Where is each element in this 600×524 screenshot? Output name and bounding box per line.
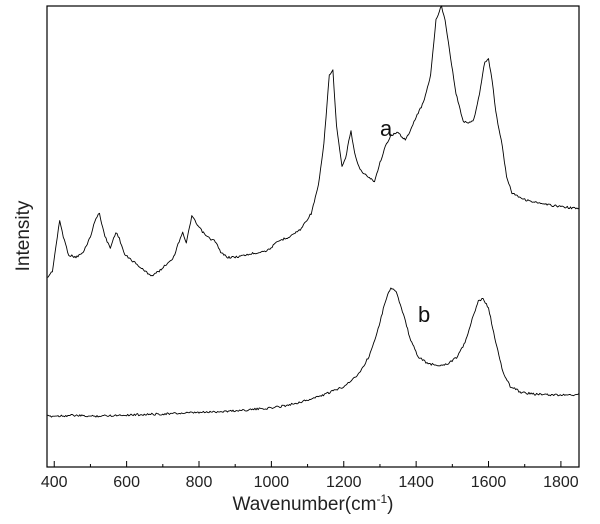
x-axis-title-main: Wavenumber(cm [233,494,377,515]
plot-frame [46,5,580,468]
x-tick-label-1400: 1400 [398,474,434,491]
spectra-lines [46,5,580,418]
x-axis-title: Wavenumber(cm-1) [233,492,394,515]
x-tick-label-1200: 1200 [326,474,362,491]
spectrum-line-b [46,287,580,418]
x-tick-label-800: 800 [186,474,213,491]
x-tick-label-1600: 1600 [471,474,507,491]
x-tick-label-1000: 1000 [254,474,290,491]
series-label-b: b [418,302,430,327]
x-axis-ticks: 400 600 800 1000 1200 1400 1600 1800 [41,461,579,491]
x-tick-label-400: 400 [41,474,68,491]
spectrum-line-a [46,5,580,278]
x-tick-label-1800: 1800 [543,474,579,491]
y-axis-title: Intensity [13,200,34,271]
x-tick-label-600: 600 [113,474,140,491]
x-axis-title-superscript: -1 [376,492,387,506]
x-axis-title-close: ) [387,494,393,515]
series-label-a: a [380,116,393,141]
